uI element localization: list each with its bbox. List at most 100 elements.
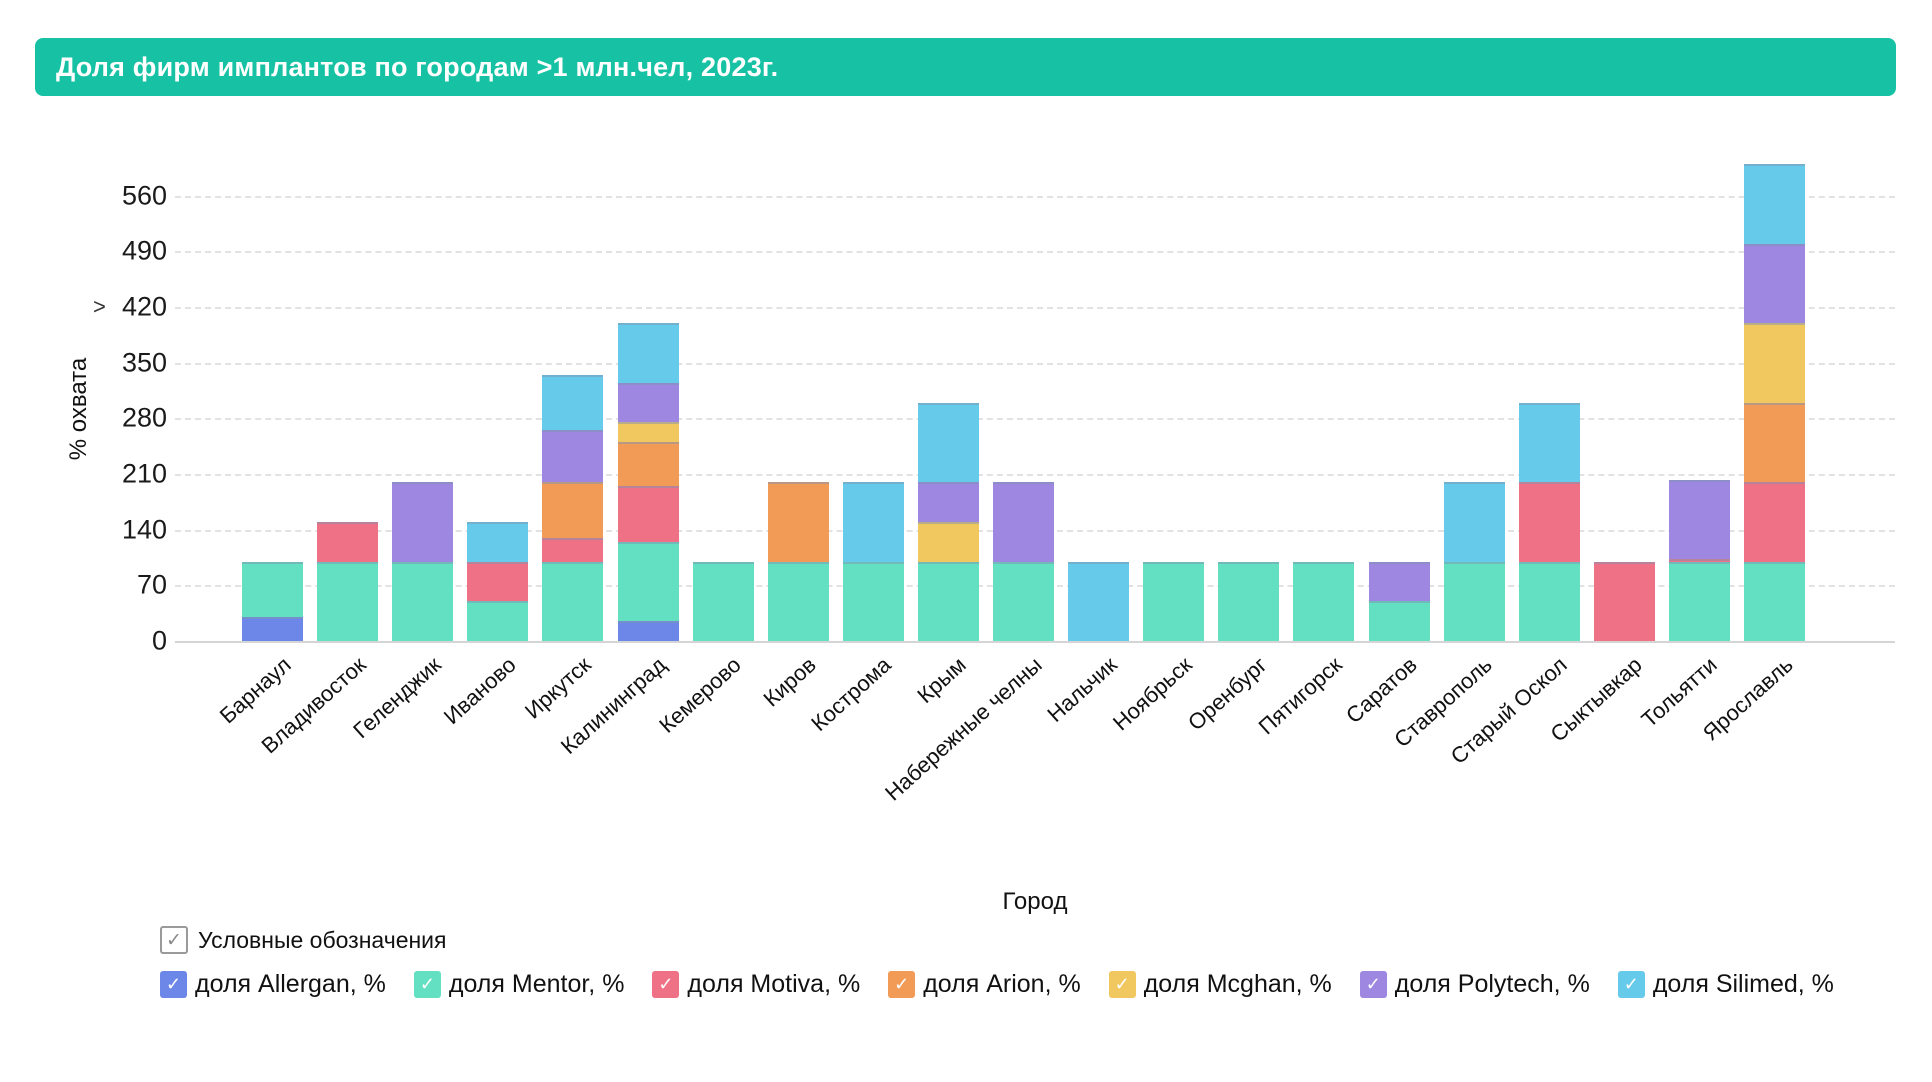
bar-Пятигорск[interactable] bbox=[1293, 561, 1355, 641]
bar-segment[interactable] bbox=[1744, 561, 1805, 641]
bar-Крым[interactable] bbox=[917, 402, 979, 641]
bar-Барнаул[interactable] bbox=[242, 561, 303, 641]
bar-Кемерово[interactable] bbox=[692, 561, 754, 641]
bar-segment[interactable] bbox=[1443, 482, 1505, 562]
bar-segment[interactable] bbox=[467, 521, 529, 562]
legend-items: ✓ доля Allergan, % ✓ доля Mentor, % ✓ доля Mo… bbox=[160, 970, 1900, 999]
bar-segment[interactable] bbox=[1744, 164, 1805, 244]
bar-segment[interactable] bbox=[617, 323, 679, 383]
y-axis-arrow: > bbox=[93, 294, 106, 319]
bar-segment[interactable] bbox=[767, 482, 829, 562]
bar-Калининград[interactable] bbox=[617, 323, 679, 641]
bar-segment[interactable] bbox=[317, 521, 379, 562]
bar-Кострома[interactable] bbox=[842, 482, 904, 641]
bar-segment[interactable] bbox=[392, 561, 454, 641]
bar-segment[interactable] bbox=[1744, 402, 1805, 482]
bar-segment[interactable] bbox=[542, 430, 604, 483]
bar-segment[interactable] bbox=[1143, 561, 1205, 641]
x-axis-title: Город bbox=[1002, 888, 1068, 915]
bar-segment[interactable] bbox=[1443, 561, 1505, 641]
bar-Старый Оскол[interactable] bbox=[1518, 402, 1580, 641]
bar-segment[interactable] bbox=[392, 482, 454, 562]
bar-Ярославль[interactable] bbox=[1744, 164, 1805, 641]
bar-segment[interactable] bbox=[242, 617, 303, 641]
bar-segment[interactable] bbox=[1518, 482, 1580, 562]
bar-segment[interactable] bbox=[1518, 402, 1580, 482]
bar-segment[interactable] bbox=[842, 482, 904, 562]
y-tick-label: 560 bbox=[121, 180, 167, 211]
bar-Саратов[interactable] bbox=[1368, 561, 1430, 641]
bar-segment[interactable] bbox=[617, 621, 679, 641]
bar-Нальчик[interactable] bbox=[1068, 561, 1130, 641]
bar-segment[interactable] bbox=[1218, 561, 1280, 641]
bar-segment[interactable] bbox=[692, 561, 754, 641]
bar-Тольятти[interactable] bbox=[1668, 479, 1730, 641]
checkmark-icon: ✓ bbox=[165, 974, 182, 994]
bar-Геленджик[interactable] bbox=[392, 482, 454, 641]
checkmark-icon: ✓ bbox=[419, 974, 435, 994]
bar-segment[interactable] bbox=[917, 402, 979, 482]
legend-item[interactable]: ✓ доля Mcghan, % bbox=[1108, 970, 1332, 999]
bar-segment[interactable] bbox=[917, 561, 979, 641]
y-axis-title: % охвата bbox=[65, 357, 93, 461]
bar-segment[interactable] bbox=[1668, 561, 1730, 641]
bar-segment[interactable] bbox=[993, 561, 1054, 641]
bar-segment[interactable] bbox=[917, 521, 979, 562]
x-axis-category-label: Ноябрьск bbox=[1107, 652, 1197, 736]
bar-Ноябрьск[interactable] bbox=[1143, 561, 1205, 641]
bar-segment[interactable] bbox=[1744, 323, 1805, 403]
bar-segment[interactable] bbox=[467, 561, 529, 602]
bar-segment[interactable] bbox=[993, 482, 1054, 562]
bar-segment[interactable] bbox=[542, 482, 604, 538]
bar-segment[interactable] bbox=[242, 561, 303, 618]
bar-Ставрополь[interactable] bbox=[1443, 482, 1505, 641]
bar-segment[interactable] bbox=[542, 561, 604, 641]
bar-segment[interactable] bbox=[767, 561, 829, 641]
bar-segment[interactable] bbox=[1518, 561, 1580, 641]
bar-segment[interactable] bbox=[1593, 561, 1655, 641]
bar-segment[interactable] bbox=[617, 382, 679, 423]
bar-segment[interactable] bbox=[1744, 243, 1805, 323]
bar-Владивосток[interactable] bbox=[317, 521, 379, 641]
bar-segment[interactable] bbox=[1068, 561, 1130, 641]
bar-segment[interactable] bbox=[1368, 561, 1430, 602]
x-axis-category-label: Крым bbox=[912, 652, 972, 709]
bar-Набережные челны[interactable] bbox=[993, 482, 1054, 641]
legend-item[interactable]: ✓ доля Mentor, % bbox=[413, 970, 624, 999]
bar-Иркутск[interactable] bbox=[542, 374, 604, 641]
bar-segment[interactable] bbox=[1668, 559, 1730, 562]
bar-segment[interactable] bbox=[617, 442, 679, 486]
gridline bbox=[175, 474, 1895, 477]
bar-segment[interactable] bbox=[542, 537, 604, 562]
legend-master-checkbox[interactable]: ✓ bbox=[160, 926, 188, 954]
y-tick-label: 350 bbox=[121, 347, 167, 378]
legend-item[interactable]: ✓ доля Arion, % bbox=[888, 970, 1081, 999]
bar-segment[interactable] bbox=[917, 482, 979, 522]
bar-segment[interactable] bbox=[1668, 479, 1730, 560]
bar-segment[interactable] bbox=[617, 485, 679, 542]
bar-segment[interactable] bbox=[617, 422, 679, 443]
bar-segment[interactable] bbox=[467, 601, 529, 641]
legend-item[interactable]: ✓ доля Motiva, % bbox=[652, 970, 860, 999]
bar-segment[interactable] bbox=[1293, 561, 1355, 641]
bar-segment[interactable] bbox=[542, 374, 604, 431]
legend-item[interactable]: ✓ доля Polytech, % bbox=[1359, 970, 1590, 999]
bar-Иваново[interactable] bbox=[467, 521, 529, 641]
legend-checkbox: ✓ bbox=[160, 971, 187, 998]
bar-Киров[interactable] bbox=[767, 482, 829, 641]
legend-header[interactable]: ✓ Условные обозначения bbox=[160, 926, 1900, 954]
bar-Сыктывкар[interactable] bbox=[1593, 561, 1655, 641]
bar-segment[interactable] bbox=[1744, 482, 1805, 562]
legend-item[interactable]: ✓ доля Allergan, % bbox=[160, 970, 386, 999]
bar-Оренбург[interactable] bbox=[1218, 561, 1280, 641]
legend-checkbox: ✓ bbox=[1617, 971, 1645, 998]
x-axis-category-label: Кемерово bbox=[654, 652, 746, 738]
bar-segment[interactable] bbox=[842, 561, 904, 641]
legend-item[interactable]: ✓ доля Silimed, % bbox=[1617, 970, 1834, 999]
gridline bbox=[175, 362, 1895, 365]
x-axis-line bbox=[175, 641, 1895, 643]
bar-segment[interactable] bbox=[617, 541, 679, 622]
bar-segment[interactable] bbox=[1368, 601, 1430, 641]
bar-segment[interactable] bbox=[317, 561, 379, 641]
